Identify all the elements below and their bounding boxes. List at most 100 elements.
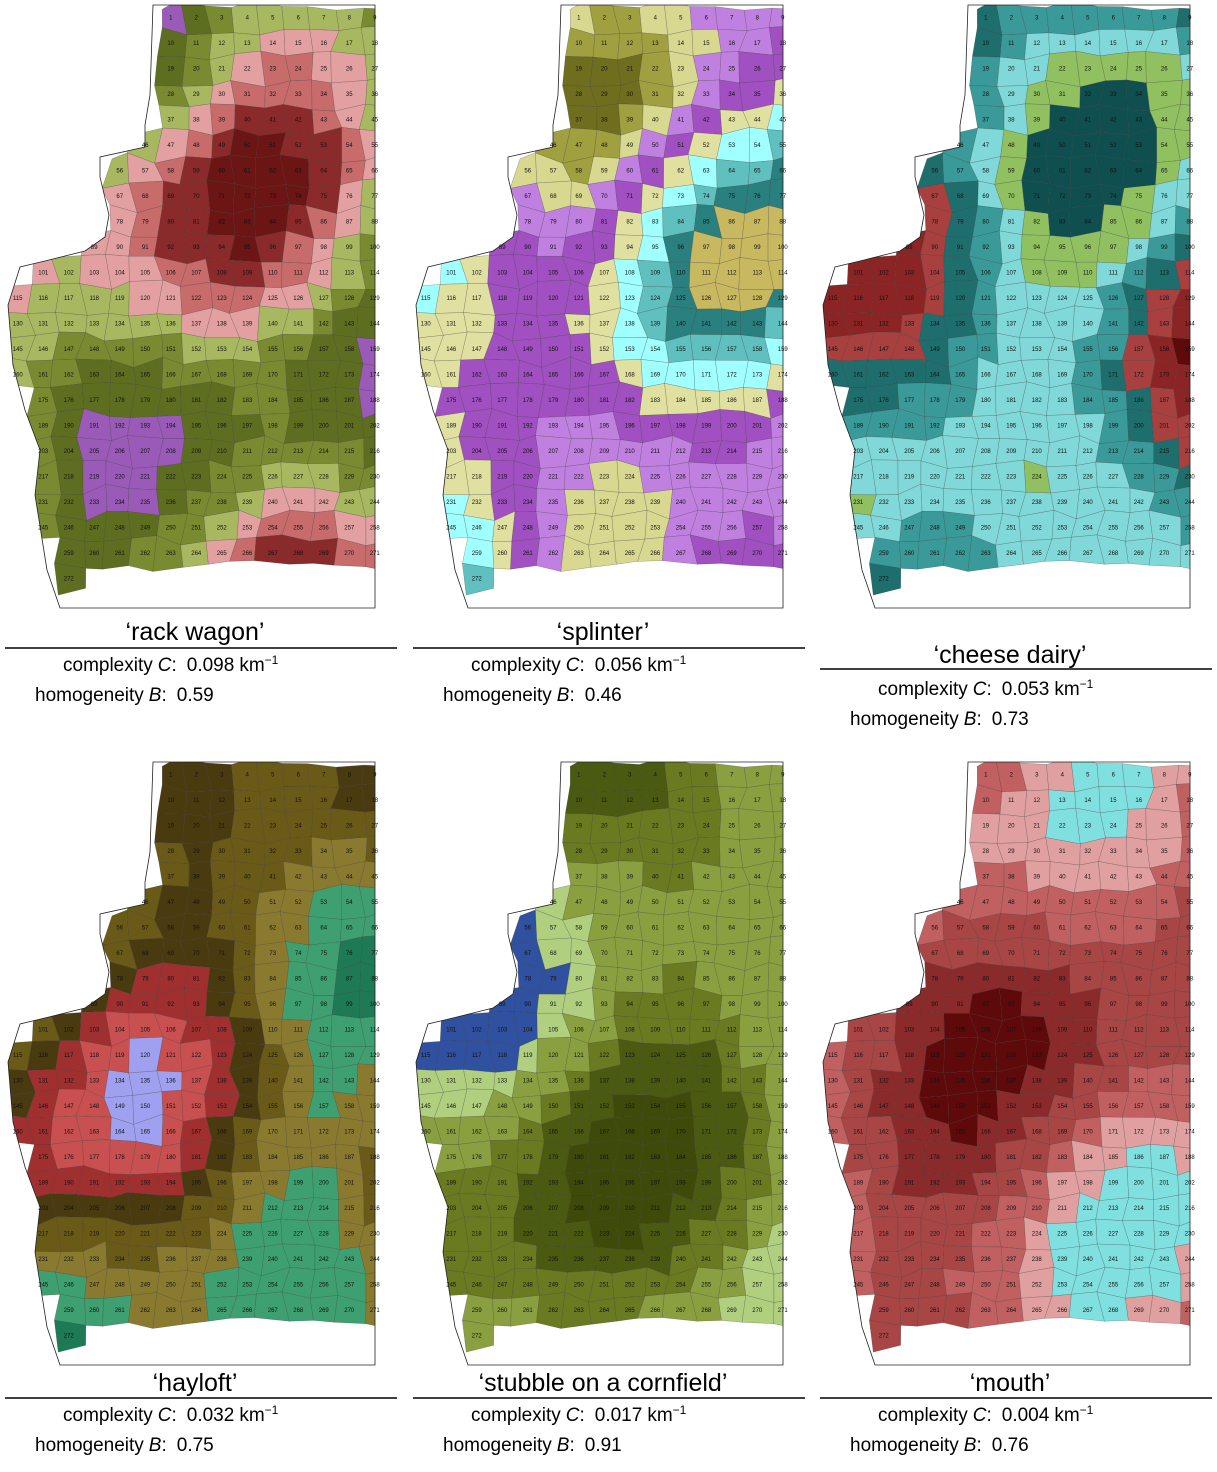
cell-label: 272 bbox=[879, 576, 890, 582]
cell-label: 94 bbox=[218, 245, 225, 251]
cell-label: 253 bbox=[650, 525, 661, 531]
cell-label: 120 bbox=[955, 1053, 966, 1059]
cell-label: 40 bbox=[244, 117, 251, 123]
cell-label: 134 bbox=[115, 1078, 126, 1084]
cell-label: 257 bbox=[1159, 525, 1170, 531]
cell-label: 162 bbox=[64, 372, 75, 378]
cell-label: 19 bbox=[575, 66, 582, 72]
separator: : bbox=[161, 685, 166, 706]
cell-label: 140 bbox=[1083, 1078, 1094, 1084]
cell-label: 208 bbox=[166, 449, 177, 455]
cell-label: 181 bbox=[1006, 398, 1017, 404]
cell-label: 29 bbox=[193, 92, 200, 98]
cell-label: 163 bbox=[904, 372, 915, 378]
cell-label: 143 bbox=[752, 321, 763, 327]
cell-label: 101 bbox=[446, 1027, 457, 1033]
cell-label: 240 bbox=[268, 500, 279, 506]
cell-label: 240 bbox=[676, 1257, 687, 1263]
cell-label: 72 bbox=[244, 194, 251, 200]
cell-label: 153 bbox=[217, 347, 228, 353]
cell-label: 14 bbox=[269, 798, 276, 804]
cell-label: 254 bbox=[676, 1282, 687, 1288]
cell-label: 91 bbox=[957, 1002, 964, 1008]
cell-label: 23 bbox=[1084, 823, 1091, 829]
cell-label: 174 bbox=[370, 1129, 381, 1135]
cell-label: 60 bbox=[626, 925, 633, 931]
cell-label: 213 bbox=[701, 1206, 712, 1212]
cell-label: 254 bbox=[1083, 1282, 1094, 1288]
cell-label: 93 bbox=[601, 1002, 608, 1008]
cell-label: 252 bbox=[1032, 1282, 1043, 1288]
cell-label: 265 bbox=[217, 551, 228, 557]
cell-label: 191 bbox=[497, 423, 508, 429]
cell-label: 239 bbox=[1057, 1257, 1068, 1263]
cell-label: 73 bbox=[269, 194, 276, 200]
cell-label: 125 bbox=[268, 1053, 279, 1059]
cell-label: 45 bbox=[1186, 117, 1193, 123]
cell-label: 64 bbox=[320, 168, 327, 174]
cell-label: 115 bbox=[828, 1053, 838, 1059]
cell-label: 59 bbox=[1008, 168, 1015, 174]
cell-label: 272 bbox=[879, 1333, 890, 1339]
cell-label: 132 bbox=[472, 321, 483, 327]
cell-label: 40 bbox=[652, 874, 659, 880]
cell-label: 230 bbox=[1185, 1231, 1196, 1237]
cell-label: 26 bbox=[754, 66, 761, 72]
cell-label: 200 bbox=[1134, 423, 1145, 429]
cell-label: 66 bbox=[371, 925, 378, 931]
cell-label: 44 bbox=[1161, 117, 1168, 123]
homogeneity-line: homogeneityB:0.75 bbox=[35, 1435, 214, 1456]
cell-label: 117 bbox=[879, 296, 889, 302]
cell-label: 80 bbox=[167, 976, 174, 982]
cell-label: 221 bbox=[548, 474, 559, 480]
cell-label: 82 bbox=[1033, 976, 1040, 982]
cell-label: 219 bbox=[904, 474, 915, 480]
cell-label: 73 bbox=[677, 951, 684, 957]
cell-label: 145 bbox=[13, 347, 24, 353]
cell-label: 30 bbox=[218, 92, 225, 98]
cell-label: 129 bbox=[778, 296, 789, 302]
cell-label: 113 bbox=[1159, 270, 1169, 276]
cell-label: 61 bbox=[1059, 925, 1066, 931]
cell-label: 153 bbox=[625, 347, 636, 353]
cell-label: 172 bbox=[1134, 372, 1145, 378]
cell-label: 149 bbox=[523, 347, 534, 353]
cell-label: 65 bbox=[346, 168, 353, 174]
cell-label: 15 bbox=[1110, 41, 1117, 47]
cell-label: 270 bbox=[752, 551, 763, 557]
cell bbox=[1180, 809, 1207, 837]
cell-label: 251 bbox=[599, 525, 610, 531]
cell-label: 18 bbox=[371, 41, 378, 47]
cell bbox=[1180, 52, 1207, 80]
cell-label: 125 bbox=[268, 296, 279, 302]
cell-label: 50 bbox=[244, 143, 251, 149]
cell-label: 27 bbox=[779, 66, 786, 72]
cell-label: 249 bbox=[955, 1282, 966, 1288]
cell-label: 167 bbox=[1006, 1129, 1017, 1135]
cell-label: 34 bbox=[728, 92, 735, 98]
cell-label: 245 bbox=[38, 525, 49, 531]
cell-label: 100 bbox=[778, 245, 789, 251]
cell-label: 70 bbox=[1008, 951, 1015, 957]
cell-label: 183 bbox=[242, 398, 253, 404]
complexity-line: complexityC:0.053km−1 bbox=[878, 677, 1094, 700]
cell-label: 143 bbox=[1159, 321, 1170, 327]
cell-label: 212 bbox=[268, 1206, 279, 1212]
cell-label: 262 bbox=[548, 1308, 559, 1314]
cell-label: 117 bbox=[64, 1053, 74, 1059]
cell-label: 245 bbox=[446, 1282, 457, 1288]
cell-label: 160 bbox=[13, 372, 24, 378]
cell-label: 152 bbox=[191, 1104, 202, 1110]
cell-label: 13 bbox=[244, 41, 251, 47]
homogeneity-line: homogeneityB:0.59 bbox=[35, 685, 214, 706]
cell-label: 114 bbox=[778, 270, 788, 276]
cell-label: 172 bbox=[319, 1129, 330, 1135]
cell-label: 146 bbox=[446, 347, 457, 353]
cell-label: 22 bbox=[652, 823, 659, 829]
cell-label: 169 bbox=[1057, 1129, 1068, 1135]
cell-label: 87 bbox=[1161, 219, 1168, 225]
cell-label: 73 bbox=[1084, 951, 1091, 957]
cell-label: 130 bbox=[421, 1078, 432, 1084]
cell-label: 251 bbox=[1006, 1282, 1017, 1288]
cell-label: 159 bbox=[778, 1104, 789, 1110]
